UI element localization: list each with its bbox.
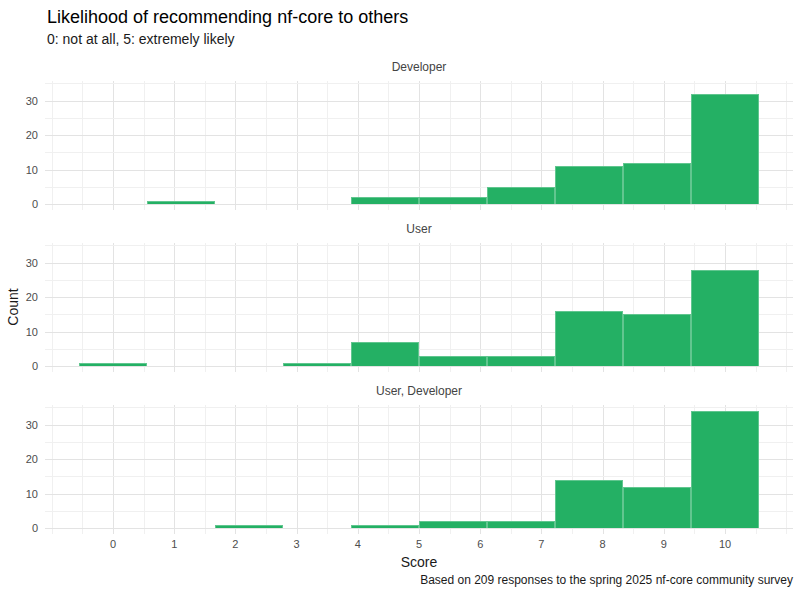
gridline-y-major	[45, 263, 793, 264]
y-tick-label: 0	[0, 522, 38, 534]
y-tick-label: 10	[0, 326, 38, 338]
gridline-y-minor	[45, 442, 793, 443]
histogram-bar	[487, 356, 555, 366]
y-tick-label: 0	[0, 198, 38, 210]
histogram-bar	[691, 411, 759, 528]
y-tick-label: 10	[0, 488, 38, 500]
histogram-bar	[79, 363, 147, 366]
histogram-bar	[487, 521, 555, 528]
x-tick-label: 2	[219, 538, 251, 550]
x-tick-label: 1	[158, 538, 190, 550]
histogram-bar	[487, 187, 555, 204]
chart-title: Likelihood of recommending nf-core to ot…	[47, 7, 408, 28]
histogram-bar	[623, 163, 691, 204]
gridline-y-minor	[45, 118, 793, 119]
gridline-y-major	[45, 366, 793, 367]
gridline-y-minor	[45, 152, 793, 153]
x-tick-label: 9	[648, 538, 680, 550]
gridline-y-minor	[45, 407, 793, 408]
histogram-bar	[691, 270, 759, 367]
facet-strip-label: User, Developer	[45, 384, 793, 400]
y-tick-label: 20	[0, 453, 38, 465]
x-tick-label: 4	[342, 538, 374, 550]
y-tick-label: 30	[0, 257, 38, 269]
histogram-bar	[351, 342, 419, 366]
y-tick-label: 10	[0, 164, 38, 176]
facet-strip-label: User	[45, 222, 793, 238]
x-tick-label: 7	[525, 538, 557, 550]
gridline-y-major	[45, 135, 793, 136]
y-tick-label: 0	[0, 360, 38, 372]
histogram-bar	[555, 311, 623, 366]
histogram-bar	[419, 356, 487, 366]
x-tick-label: 3	[281, 538, 313, 550]
chart-subtitle: 0: not at all, 5: extremely likely	[47, 31, 235, 47]
histogram-bar	[215, 525, 283, 528]
histogram-bar	[419, 521, 487, 528]
gridline-y-minor	[45, 245, 793, 246]
y-tick-label: 30	[0, 419, 38, 431]
gridline-y-major	[45, 204, 793, 205]
histogram-bar	[623, 487, 691, 528]
histogram-bar	[419, 197, 487, 204]
y-tick-label: 30	[0, 95, 38, 107]
gridline-y-major	[45, 297, 793, 298]
facet-strip-label: Developer	[45, 60, 793, 76]
x-tick-label: 6	[464, 538, 496, 550]
histogram-bar	[691, 94, 759, 204]
facet-panel	[45, 243, 793, 372]
chart-caption: Based on 209 responses to the spring 202…	[420, 573, 793, 587]
facet-panel	[45, 405, 793, 534]
histogram-bar	[147, 201, 215, 204]
gridline-y-minor	[45, 476, 793, 477]
facet-panel	[45, 81, 793, 210]
x-tick-label: 8	[587, 538, 619, 550]
histogram-bar	[283, 363, 351, 366]
x-tick-label: 5	[403, 538, 435, 550]
gridline-y-major	[45, 528, 793, 529]
histogram-bar	[555, 480, 623, 528]
gridline-y-minor	[45, 83, 793, 84]
y-tick-label: 20	[0, 129, 38, 141]
histogram-bar	[351, 197, 419, 204]
gridline-y-major	[45, 101, 793, 102]
y-tick-label: 20	[0, 291, 38, 303]
histogram-bar	[351, 525, 419, 528]
histogram-bar	[555, 166, 623, 204]
gridline-y-minor	[45, 280, 793, 281]
x-axis-title: Score	[349, 554, 489, 570]
gridline-y-major	[45, 459, 793, 460]
chart-figure: Likelihood of recommending nf-core to ot…	[0, 0, 800, 600]
x-tick-label: 0	[97, 538, 129, 550]
x-tick-label: 10	[709, 538, 741, 550]
histogram-bar	[623, 314, 691, 366]
gridline-y-major	[45, 425, 793, 426]
